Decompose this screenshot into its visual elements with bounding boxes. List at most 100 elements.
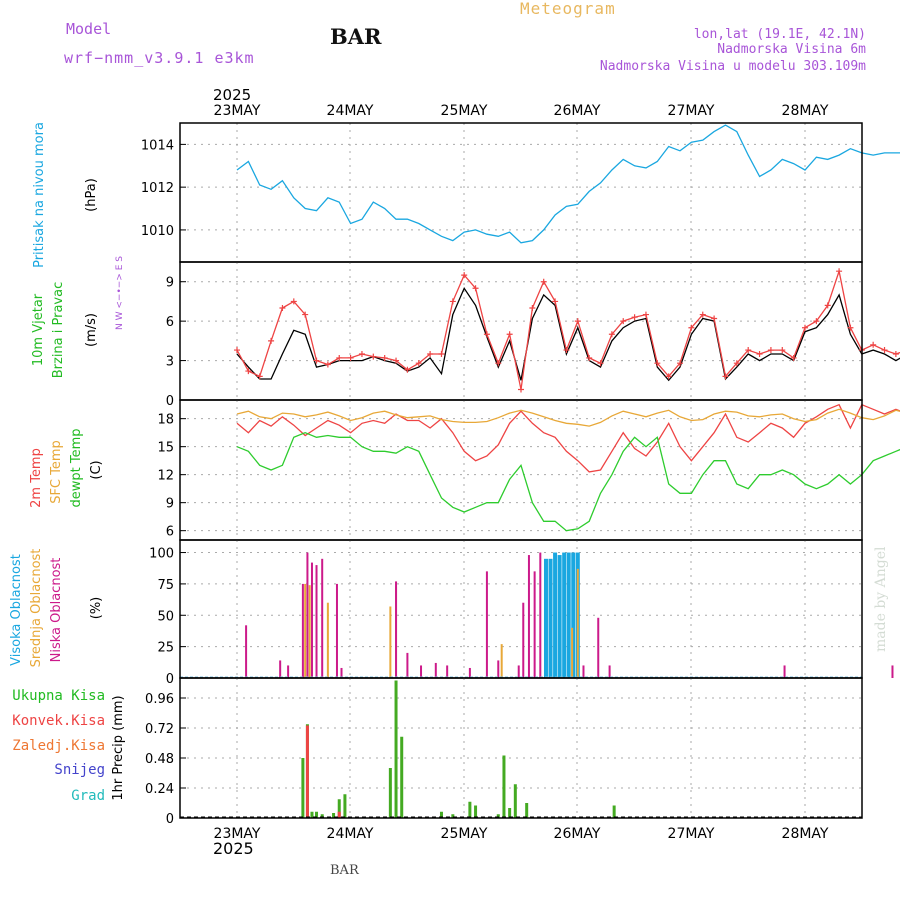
bar-cloud-niska	[783, 665, 786, 678]
bar-cloud-niska	[527, 555, 530, 678]
bar-cloud-niska	[468, 667, 471, 678]
wind-point	[756, 351, 763, 357]
model-name: wrf−nmm_v3.9.1 e3km	[64, 49, 255, 67]
wind-point	[336, 354, 343, 361]
wind-point	[688, 324, 695, 331]
wind-point	[506, 331, 513, 338]
y-tick-label: 0.72	[145, 722, 174, 737]
wind-point	[381, 354, 388, 361]
y-tick-label: 6	[166, 315, 174, 330]
bar-cloud-niska	[434, 662, 437, 678]
bar-cloud-niska	[315, 565, 318, 678]
lonlat-label: lon,lat (19.1E, 42.1N)	[694, 27, 866, 42]
wind-point	[790, 354, 797, 361]
panel-frame	[179, 122, 863, 263]
bar-precipitation-ukupna-kisa	[496, 814, 500, 818]
bar-cloud-niska	[321, 558, 324, 678]
bar-cloud-niska	[395, 581, 398, 678]
temp-unit: (C)	[89, 460, 104, 479]
bar-precipitation-konvek.kisa	[337, 811, 341, 818]
wind-point	[677, 360, 684, 367]
date-label-top: 25MAY	[441, 103, 488, 119]
y-tick-label: 9	[166, 497, 174, 512]
bar-cloud-niska	[485, 571, 488, 678]
cloud-ylabel-low: Niska Oblacnost	[49, 558, 64, 663]
wind-point	[461, 272, 468, 279]
y-tick-label: 0	[166, 672, 174, 687]
bar-cloud-niska	[340, 667, 343, 678]
wind-point	[313, 357, 320, 364]
bar-precipitation-ukupna-kisa	[337, 799, 341, 818]
panel-frame	[179, 539, 863, 679]
bar-precipitation-ukupna-kisa	[301, 758, 305, 818]
wind-point	[813, 318, 820, 325]
cloud-ylabel-mid: Srednja Oblacnost	[29, 549, 44, 668]
bar-cloud-srednja	[389, 606, 392, 678]
wind-point	[608, 331, 615, 338]
bar-precipitation-ukupna-kisa	[474, 805, 478, 818]
wind-point	[234, 347, 240, 354]
bar-precipitation-ukupna-kisa	[343, 794, 347, 818]
panel-temperature: 6 9 12 15 18	[157, 399, 900, 541]
wind-point	[449, 298, 456, 305]
wind-point	[722, 373, 729, 380]
y-tick-label: 15	[157, 441, 174, 456]
y-tick-label: 3	[166, 355, 174, 370]
wind-point	[540, 278, 547, 285]
y-tick-label: 75	[157, 578, 174, 593]
bar-cloud-srednja	[576, 568, 579, 678]
pressure-unit: (hPa)	[84, 178, 99, 212]
date-label-top: 23MAY	[214, 103, 261, 119]
date-label-bottom: 26MAY	[554, 826, 601, 842]
y-tick-label: 0	[166, 394, 174, 409]
series-line-brzina	[236, 286, 900, 382]
wind-point	[268, 337, 275, 344]
bar-cloud-visoka	[562, 552, 567, 678]
date-label-top: 24MAY	[327, 103, 374, 119]
bar-precipitation-ukupna-kisa	[320, 814, 324, 818]
precip-legend-snow: Snijeg	[54, 762, 105, 778]
y-tick-label: 0.48	[145, 752, 174, 767]
y-tick-label: 1010	[141, 224, 174, 239]
bar-cloud-srednja	[571, 627, 574, 678]
wind-point	[302, 311, 309, 318]
bar-precipitation-ukupna-kisa	[400, 736, 404, 818]
bar-precipitation-ukupna-kisa	[332, 813, 336, 818]
bar-cloud-niska	[406, 652, 409, 678]
bar-cloud-niska	[287, 665, 290, 678]
date-label-bottom: 25MAY	[441, 826, 488, 842]
bar-cloud-visoka	[571, 552, 576, 678]
bar-cloud-niska	[301, 583, 304, 678]
wind-point	[415, 360, 422, 367]
wind-point	[836, 268, 843, 275]
bar-precipitation-ukupna-kisa	[315, 811, 319, 818]
date-labels-top: 23MAY 24MAY 25MAY 26MAY 27MAY 28MAY	[214, 103, 829, 119]
wind-ylabel-1: 10m Vjetar	[31, 293, 46, 366]
bar-precipitation-ukupna-kisa	[612, 805, 616, 818]
wind-point	[733, 360, 740, 367]
elevation-label: Nadmorska Visina 6m	[717, 42, 866, 57]
bar-cloud-visoka	[566, 552, 571, 678]
wind-point	[779, 347, 786, 354]
watermark: made by Angel	[873, 546, 889, 652]
bar-cloud-niska	[522, 602, 525, 678]
panel-pressure: 1010 1012 1014	[141, 122, 900, 263]
model-elevation-label: Nadmorska Visina u modelu 303.109m	[600, 59, 866, 74]
wind-unit: (m/s)	[84, 313, 99, 347]
bar-cloud-srednja	[500, 644, 503, 678]
panel-frame	[179, 399, 863, 541]
wind-point	[495, 360, 502, 367]
y-tick-label: 9	[166, 276, 174, 291]
bar-cloud-niska	[306, 552, 309, 678]
wind-point	[245, 368, 252, 375]
y-tick-label: 25	[157, 641, 174, 656]
plot-panels: 101010121014036969121518025507510000.240…	[141, 122, 900, 827]
bar-precipitation-ukupna-kisa	[468, 801, 472, 818]
precip-ylabel: 1hr Precip (mm)	[111, 695, 126, 800]
y-tick-label: 100	[149, 547, 174, 562]
y-tick-label: 0	[166, 812, 174, 827]
model-label: Model	[66, 20, 111, 38]
precip-legend-total: Ukupna Kisa	[12, 688, 105, 704]
bar-cloud-niska	[533, 571, 536, 678]
